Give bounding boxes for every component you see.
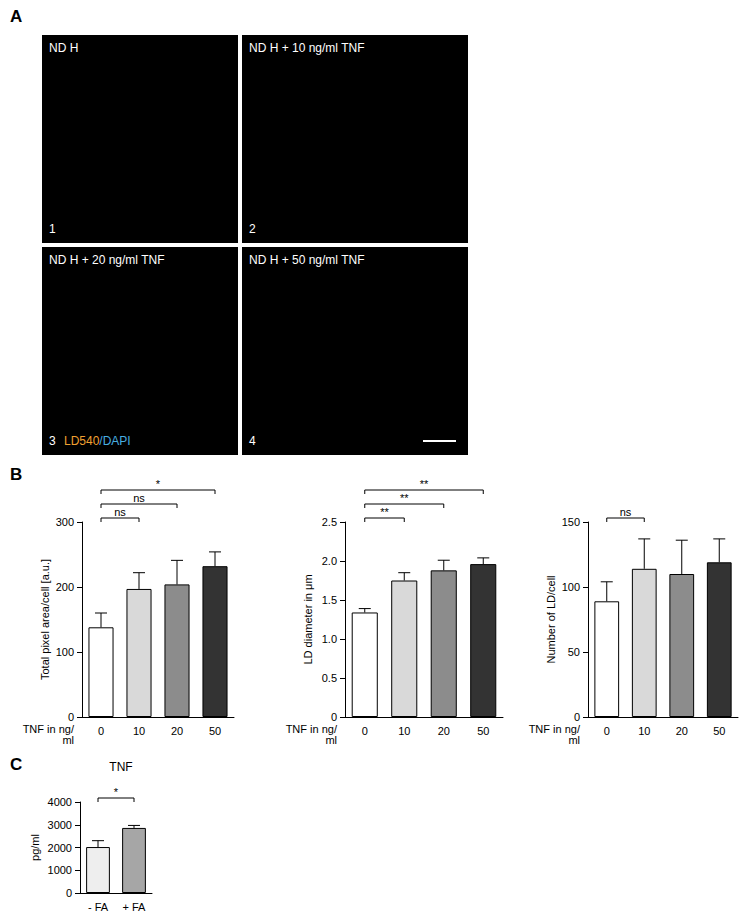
svg-text:**: ** — [400, 492, 409, 504]
svg-text:10: 10 — [398, 725, 410, 737]
svg-text:*: * — [156, 478, 161, 490]
svg-text:150: 150 — [562, 516, 580, 528]
svg-text:2.5: 2.5 — [322, 516, 337, 528]
svg-text:0: 0 — [362, 725, 368, 737]
svg-text:B: B — [10, 465, 22, 484]
svg-text:10: 10 — [638, 725, 650, 737]
svg-text:TNF in ng/: TNF in ng/ — [22, 722, 74, 735]
svg-text:50: 50 — [209, 725, 221, 737]
svg-text:3: 3 — [49, 434, 56, 448]
svg-text:200: 200 — [56, 581, 74, 593]
svg-text:LD540: LD540 — [64, 434, 100, 448]
svg-text:pg/ml: pg/ml — [29, 834, 41, 861]
svg-text:- FA: - FA — [88, 901, 109, 913]
svg-text:ns: ns — [620, 506, 632, 518]
svg-text:2000: 2000 — [48, 842, 72, 854]
svg-text:0: 0 — [66, 887, 72, 899]
svg-text:0: 0 — [98, 725, 104, 737]
svg-text:1.0: 1.0 — [322, 633, 337, 645]
svg-text:ND H + 50 ng/ml TNF: ND H + 50 ng/ml TNF — [249, 253, 364, 267]
svg-text:Number of LD/cell: Number of LD/cell — [545, 575, 557, 663]
svg-text:ND H + 10 ng/ml TNF: ND H + 10 ng/ml TNF — [249, 41, 364, 55]
svg-text:ml: ml — [568, 734, 580, 746]
svg-text:LD diameter in μm: LD diameter in μm — [302, 574, 314, 664]
svg-text:+ FA: + FA — [123, 901, 147, 913]
svg-text:/DAPI: /DAPI — [99, 434, 130, 448]
svg-text:**: ** — [380, 506, 389, 518]
svg-text:1000: 1000 — [48, 864, 72, 876]
svg-text:TNF: TNF — [109, 760, 132, 774]
svg-text:0.5: 0.5 — [322, 672, 337, 684]
svg-text:50: 50 — [568, 646, 580, 658]
svg-text:4000: 4000 — [48, 796, 72, 808]
svg-text:ns: ns — [133, 492, 145, 504]
svg-text:Total pixel area/cell [a.u.]: Total pixel area/cell [a.u.] — [39, 559, 51, 680]
svg-text:0: 0 — [68, 711, 74, 723]
svg-text:1: 1 — [49, 222, 56, 236]
svg-text:ml: ml — [325, 734, 337, 746]
svg-text:1.5: 1.5 — [322, 594, 337, 606]
svg-text:2.0: 2.0 — [322, 555, 337, 567]
svg-text:50: 50 — [477, 725, 489, 737]
svg-text:0: 0 — [574, 711, 580, 723]
svg-text:ml: ml — [62, 734, 74, 746]
svg-text:300: 300 — [56, 516, 74, 528]
svg-text:50: 50 — [713, 725, 725, 737]
svg-text:TNF in ng/: TNF in ng/ — [528, 722, 580, 735]
svg-text:ND H: ND H — [49, 41, 78, 55]
svg-text:A: A — [10, 7, 22, 26]
svg-text:100: 100 — [562, 581, 580, 593]
svg-text:C: C — [10, 755, 22, 774]
svg-text:4: 4 — [249, 434, 256, 448]
svg-text:10: 10 — [133, 725, 145, 737]
svg-text:100: 100 — [56, 646, 74, 658]
svg-text:20: 20 — [171, 725, 183, 737]
svg-text:ns: ns — [114, 506, 126, 518]
svg-text:3000: 3000 — [48, 819, 72, 831]
svg-text:20: 20 — [438, 725, 450, 737]
svg-text:TNF in ng/: TNF in ng/ — [285, 722, 337, 735]
svg-text:0: 0 — [604, 725, 610, 737]
svg-text:**: ** — [420, 478, 429, 490]
svg-text:2: 2 — [249, 222, 256, 236]
svg-text:20: 20 — [676, 725, 688, 737]
svg-text:ND H + 20 ng/ml TNF: ND H + 20 ng/ml TNF — [49, 253, 164, 267]
svg-text:*: * — [114, 786, 119, 798]
svg-text:0: 0 — [331, 711, 337, 723]
